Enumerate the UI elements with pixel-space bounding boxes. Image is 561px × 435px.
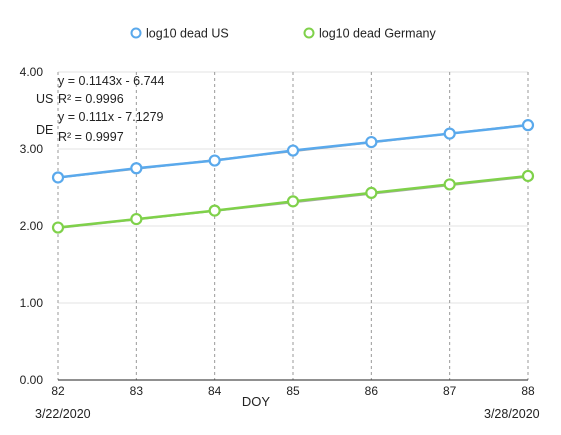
data-point-germany: [286, 195, 300, 208]
x-tick-label: 83: [130, 384, 144, 398]
series-points: [51, 119, 535, 234]
trendline-us-r2: R² = 0.9996: [58, 92, 124, 106]
trendline-de-series-label: DE: [36, 123, 53, 137]
x-start-date-label: 3/22/2020: [35, 407, 91, 421]
data-point-us: [286, 144, 300, 157]
legend-item-us: log10 dead US: [130, 27, 229, 41]
trendline-de-r2: R² = 0.9997: [58, 130, 124, 144]
data-point-us: [365, 135, 378, 149]
legend-marker-us: [130, 27, 142, 39]
legend-label-germany: log10 dead Germany: [319, 27, 436, 41]
legend-marker-germany: [303, 27, 315, 39]
data-point-us: [521, 119, 535, 132]
data-point-germany: [51, 221, 65, 234]
y-tick-label: 4.00: [20, 65, 44, 79]
x-tick-label: 88: [521, 384, 535, 398]
legend-label-us: log10 dead US: [146, 27, 229, 41]
data-point-germany: [443, 178, 456, 191]
trendline-de-equation: y = 0.111x - 7.1279: [58, 110, 164, 124]
trendline-annotations: y = 0.1143x - 6.744 US R² = 0.9996 y = 0…: [36, 74, 164, 144]
x-axis-title: DOY: [242, 394, 271, 409]
data-point-us: [443, 127, 456, 140]
data-point-us: [130, 162, 143, 175]
y-tick-label: 2.00: [20, 219, 44, 233]
x-tick-label: 86: [365, 384, 379, 398]
x-tick-label: 87: [443, 384, 457, 398]
trendline-us-series-label: US: [36, 92, 53, 106]
x-tick-label: 85: [286, 384, 300, 398]
legend: log10 dead US log10 dead Germany: [130, 27, 436, 41]
y-tick-labels: 0.00 1.00 2.00 3.00 4.00: [20, 65, 44, 387]
data-point-germany: [521, 169, 535, 183]
x-tick-labels: 82 83 84 85 86 87 88: [51, 384, 535, 398]
x-end-date-label: 3/28/2020: [484, 407, 540, 421]
y-tick-label: 1.00: [20, 296, 44, 310]
x-tick-label: 82: [51, 384, 65, 398]
x-tick-label: 84: [208, 384, 222, 398]
data-point-germany: [130, 212, 143, 226]
y-tick-label: 3.00: [20, 142, 44, 156]
data-point-germany: [365, 186, 378, 199]
data-point-germany: [208, 204, 221, 217]
y-tick-label: 0.00: [20, 373, 44, 387]
data-point-us: [51, 171, 65, 184]
trendline-us-equation: y = 0.1143x - 6.744: [58, 74, 164, 88]
legend-item-germany: log10 dead Germany: [303, 27, 436, 41]
data-point-us: [208, 154, 221, 167]
